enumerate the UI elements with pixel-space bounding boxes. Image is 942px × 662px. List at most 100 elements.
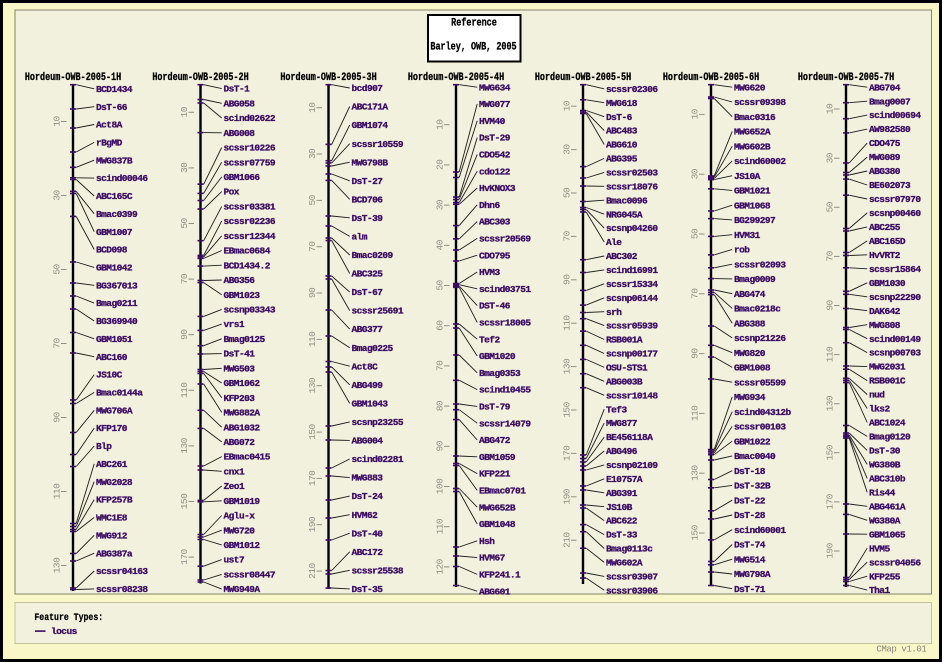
svg-text:150: 150 bbox=[825, 444, 836, 460]
svg-text:scssr00103: scssr00103 bbox=[734, 422, 786, 433]
svg-text:170: 170 bbox=[825, 493, 836, 509]
svg-text:30: 30 bbox=[562, 144, 573, 155]
svg-text:CDO475: CDO475 bbox=[869, 138, 901, 149]
svg-text:90: 90 bbox=[179, 329, 190, 340]
svg-text:10: 10 bbox=[690, 108, 701, 119]
svg-text:ABG380: ABG380 bbox=[869, 166, 901, 177]
svg-text:EBmac0415: EBmac0415 bbox=[224, 452, 271, 463]
svg-text:JS10A: JS10A bbox=[734, 171, 761, 182]
svg-text:130: 130 bbox=[690, 465, 701, 481]
svg-text:ABC310b: ABC310b bbox=[869, 474, 906, 485]
svg-text:150: 150 bbox=[690, 524, 701, 540]
svg-text:90: 90 bbox=[562, 274, 573, 285]
svg-text:HVM31: HVM31 bbox=[734, 230, 761, 241]
svg-text:DsT-66: DsT-66 bbox=[96, 102, 128, 113]
svg-text:scssr03381: scssr03381 bbox=[224, 202, 276, 213]
svg-text:Bmac0144a: Bmac0144a bbox=[96, 388, 143, 399]
svg-text:ABC261: ABC261 bbox=[96, 459, 128, 470]
svg-text:JS10B: JS10B bbox=[606, 502, 633, 513]
svg-text:DsT-67: DsT-67 bbox=[352, 287, 384, 298]
svg-text:WG380B: WG380B bbox=[869, 460, 901, 471]
svg-text:HVM40: HVM40 bbox=[479, 116, 506, 127]
svg-text:Bmag0120: Bmag0120 bbox=[869, 432, 911, 443]
svg-text:MWG514: MWG514 bbox=[734, 554, 766, 565]
svg-text:ABC303: ABC303 bbox=[479, 217, 511, 228]
svg-text:50: 50 bbox=[690, 228, 701, 239]
svg-text:scssr10148: scssr10148 bbox=[606, 390, 658, 401]
svg-text:scind03751: scind03751 bbox=[479, 284, 531, 295]
svg-text:MWG877: MWG877 bbox=[606, 418, 638, 429]
svg-text:Ris44: Ris44 bbox=[869, 487, 896, 498]
svg-text:Tef2: Tef2 bbox=[479, 334, 500, 345]
svg-text:DsT-35: DsT-35 bbox=[352, 584, 384, 595]
svg-text:DsT-29: DsT-29 bbox=[479, 133, 511, 144]
svg-text:GBM1066: GBM1066 bbox=[224, 172, 261, 183]
svg-text:GBM1019: GBM1019 bbox=[224, 496, 261, 507]
svg-text:cnx1: cnx1 bbox=[224, 466, 245, 477]
svg-text:DsT-32B: DsT-32B bbox=[734, 481, 771, 492]
svg-text:ABG377: ABG377 bbox=[352, 324, 384, 335]
svg-text:Tha1: Tha1 bbox=[869, 585, 890, 596]
svg-text:Bmac0040: Bmac0040 bbox=[734, 451, 776, 462]
svg-text:10: 10 bbox=[562, 100, 573, 111]
svg-text:DAK642: DAK642 bbox=[869, 306, 901, 317]
svg-text:70: 70 bbox=[179, 273, 190, 284]
svg-text:50: 50 bbox=[825, 201, 836, 212]
svg-text:scind10455: scind10455 bbox=[479, 385, 531, 396]
svg-text:MWG949A: MWG949A bbox=[224, 584, 261, 595]
svg-text:scssr05599: scssr05599 bbox=[734, 377, 786, 388]
svg-text:20: 20 bbox=[435, 159, 446, 170]
svg-text:Bmac0209: Bmac0209 bbox=[352, 250, 394, 261]
svg-text:Hordeum-OWB-2005-7H: Hordeum-OWB-2005-7H bbox=[798, 71, 894, 83]
svg-text:70: 70 bbox=[690, 288, 701, 299]
svg-text:scind60001: scind60001 bbox=[734, 525, 786, 536]
svg-text:Bmac0218c: Bmac0218c bbox=[734, 304, 781, 315]
svg-text:scssr02306: scssr02306 bbox=[606, 84, 658, 95]
svg-text:KFP203: KFP203 bbox=[224, 393, 256, 404]
svg-text:ABC171A: ABC171A bbox=[352, 102, 389, 113]
svg-text:Zeo1: Zeo1 bbox=[224, 481, 245, 492]
svg-text:OSU-STS1: OSU-STS1 bbox=[606, 363, 648, 374]
svg-text:scssr02503: scssr02503 bbox=[606, 168, 658, 179]
svg-text:HVM67: HVM67 bbox=[479, 553, 506, 564]
svg-text:AW982580: AW982580 bbox=[869, 124, 911, 135]
svg-text:ABG058: ABG058 bbox=[224, 98, 256, 109]
svg-text:rBgMD: rBgMD bbox=[96, 138, 123, 149]
svg-text:BE602073: BE602073 bbox=[869, 180, 911, 191]
svg-text:Barley, OWB, 2005: Barley, OWB, 2005 bbox=[430, 40, 516, 52]
svg-text:60: 60 bbox=[435, 320, 446, 331]
svg-text:MWG2031: MWG2031 bbox=[869, 362, 906, 373]
svg-text:vrs1: vrs1 bbox=[224, 319, 245, 330]
svg-text:ABG704: ABG704 bbox=[869, 82, 901, 93]
svg-text:30: 30 bbox=[179, 162, 190, 173]
svg-text:CDO542: CDO542 bbox=[479, 150, 511, 161]
svg-text:ABC255: ABC255 bbox=[869, 222, 901, 233]
svg-text:MWG077: MWG077 bbox=[479, 99, 511, 110]
svg-text:50: 50 bbox=[307, 194, 318, 205]
svg-text:Bmac0316: Bmac0316 bbox=[734, 112, 776, 123]
svg-text:ABC325: ABC325 bbox=[352, 269, 384, 280]
svg-text:scssr04056: scssr04056 bbox=[869, 557, 921, 568]
svg-text:scsnp00177: scsnp00177 bbox=[606, 349, 658, 360]
svg-text:30: 30 bbox=[690, 168, 701, 179]
svg-text:Hordeum-OWB-2005-4H: Hordeum-OWB-2005-4H bbox=[408, 71, 504, 83]
svg-text:MWG089: MWG089 bbox=[869, 152, 901, 163]
svg-text:scssr08238: scssr08238 bbox=[96, 584, 148, 595]
svg-text:ABC172: ABC172 bbox=[352, 547, 384, 558]
svg-text:E10757A: E10757A bbox=[606, 474, 643, 485]
svg-text:MWG934: MWG934 bbox=[734, 392, 766, 403]
svg-text:KFP257B: KFP257B bbox=[96, 495, 133, 506]
svg-text:scssr20569: scssr20569 bbox=[479, 234, 531, 245]
svg-text:MWG820: MWG820 bbox=[734, 348, 766, 359]
svg-text:Ale: Ale bbox=[606, 237, 622, 248]
svg-text:MWG912: MWG912 bbox=[96, 530, 128, 541]
svg-text:scssr10559: scssr10559 bbox=[352, 139, 404, 150]
svg-text:BCD706: BCD706 bbox=[352, 194, 384, 205]
svg-text:DsT-39: DsT-39 bbox=[352, 213, 384, 224]
svg-text:90: 90 bbox=[825, 300, 836, 311]
svg-text:GBM1022: GBM1022 bbox=[734, 436, 771, 447]
svg-text:50: 50 bbox=[52, 264, 63, 275]
svg-text:RSB001A: RSB001A bbox=[606, 335, 643, 346]
svg-text:MWG706A: MWG706A bbox=[96, 405, 133, 416]
svg-text:scssr09398: scssr09398 bbox=[734, 97, 786, 108]
